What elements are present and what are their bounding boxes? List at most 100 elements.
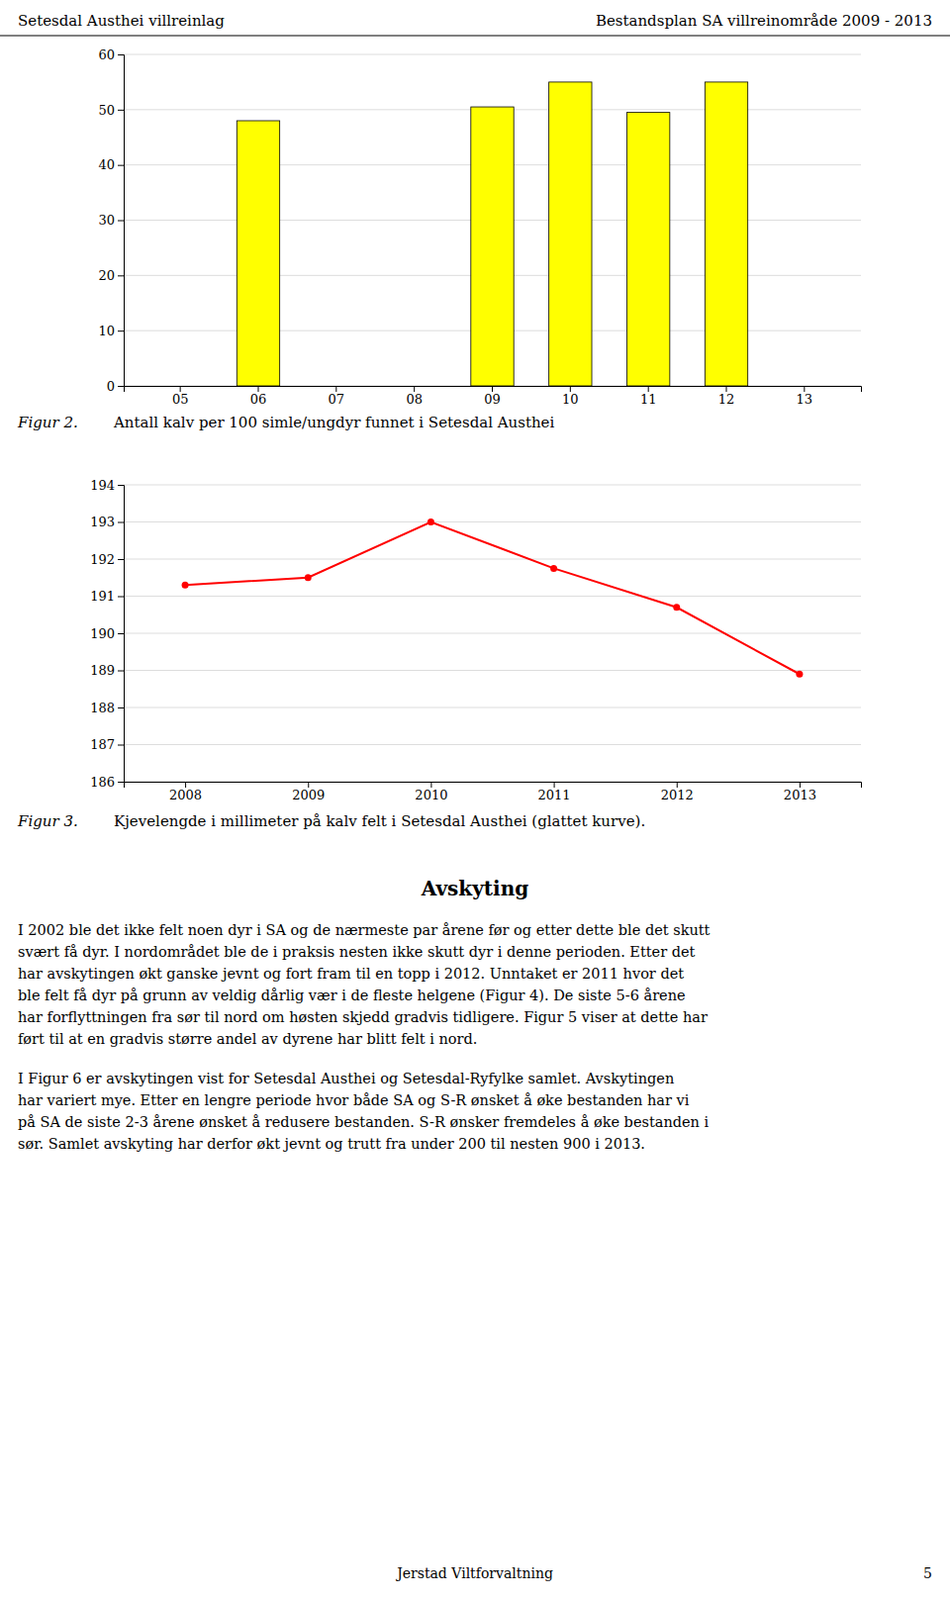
bars (236, 82, 748, 386)
y-tick-mark (117, 633, 124, 635)
grid-line (123, 54, 861, 56)
y-tick-label: 188 (90, 700, 115, 716)
y-tick: 192 (90, 552, 124, 568)
y-tick-label: 60 (97, 47, 115, 63)
figure-caption: Kjevelengde i millimeter på kalv felt i … (113, 812, 646, 831)
grid-line (123, 595, 861, 597)
x-tick: 13 (796, 385, 814, 407)
y-tick-label: 186 (90, 774, 115, 790)
point (427, 518, 435, 526)
x-axis: 2008 2009 2010 2011 2012 2013 (124, 781, 862, 803)
axis-line (124, 386, 862, 393)
x-tick-mark (803, 385, 805, 392)
x-tick: 09 (483, 385, 501, 407)
y-tick-label: 194 (90, 477, 115, 493)
y-tick-mark (117, 781, 124, 783)
x-tick-label: 2008 (169, 787, 202, 803)
x-tick-mark (799, 781, 801, 788)
x-tick-mark (335, 385, 337, 392)
x-tick-mark (430, 781, 432, 788)
y-tick: 193 (90, 514, 124, 530)
header-rule (0, 35, 950, 37)
x-tick-mark (648, 385, 650, 392)
y-tick-mark (117, 109, 124, 111)
x-tick: 07 (328, 385, 346, 407)
x-tick-mark (491, 385, 493, 392)
x-tick-mark (554, 781, 556, 788)
y-tick: 194 (90, 477, 124, 493)
x-tick: 10 (562, 385, 579, 407)
grid-line (123, 559, 861, 561)
y-axis: 186 187 188 189 190 191 192 193 194 (90, 477, 124, 790)
x-tick: 08 (405, 385, 423, 407)
y-tick-label: 0 (106, 379, 115, 394)
y-tick-mark (117, 220, 124, 222)
figure-caption: Antall kalv per 100 simle/ungdyr funnet … (112, 413, 555, 432)
y-axis: 0102030405060 (97, 47, 124, 394)
paragraph-line: svært få dyr. I nordområdet ble de i pra… (17, 944, 696, 960)
bar (471, 106, 514, 386)
y-tick: 30 (97, 212, 124, 228)
point (304, 573, 312, 581)
axis-line (117, 55, 125, 387)
x-tick-label: 2010 (414, 787, 448, 803)
x-tick-label: 12 (718, 391, 736, 407)
x-axis: 05 06 07 08 09 10 11 12 13 (124, 385, 862, 407)
line-chart: 1861871881891901911921931942008200920102… (90, 477, 861, 804)
y-tick-mark (117, 559, 124, 561)
point (795, 670, 803, 678)
y-tick: 191 (90, 588, 124, 604)
x-tick-mark (257, 385, 259, 392)
x-tick-label: 2011 (538, 787, 571, 803)
y-tick-label: 191 (90, 588, 115, 604)
x-tick-mark (676, 781, 678, 788)
y-tick-label: 190 (90, 626, 115, 642)
y-tick-mark (117, 707, 124, 709)
line (185, 522, 800, 675)
y-tick-label: 193 (90, 514, 115, 530)
bar (626, 112, 669, 386)
x-tick-label: 10 (562, 391, 579, 407)
paragraph-line: har variert mye. Etter en lengre periode… (17, 1092, 690, 1109)
x-tick: 2012 (661, 781, 694, 803)
y-tick-mark (117, 165, 124, 167)
x-tick: 2009 (291, 781, 325, 803)
x-tick: 11 (640, 385, 658, 407)
x-tick-label: 06 (250, 391, 268, 407)
section-title: Avskyting (420, 876, 529, 901)
y-tick-label: 20 (97, 268, 115, 284)
paragraph-line: I 2002 ble det ikke felt noen dyr i SA o… (17, 922, 711, 939)
paragraph-line: ført til at en gradvis større andel av d… (17, 1031, 477, 1047)
y-tick: 10 (97, 323, 124, 339)
x-tick-mark (726, 385, 728, 392)
x-tick: 2010 (414, 781, 448, 803)
x-tick-label: 05 (172, 391, 190, 407)
y-tick-label: 187 (90, 737, 115, 753)
y-tick-mark (117, 330, 124, 332)
y-tick-label: 10 (97, 323, 115, 339)
paragraph-line: ble felt få dyr på grunn av veldig dårli… (17, 987, 686, 1004)
bar (782, 385, 826, 387)
bar-chart: 0102030405060050607080910111213 (97, 47, 861, 408)
y-tick-label: 30 (97, 212, 115, 228)
y-tick: 20 (97, 268, 124, 284)
footer: Jerstad Viltforvaltning (394, 1565, 554, 1582)
x-tick-label: 2013 (783, 787, 817, 803)
grid (123, 484, 861, 782)
y-tick-label: 189 (90, 663, 115, 678)
x-tick-label: 07 (328, 391, 346, 407)
grid-line (123, 669, 861, 671)
paragraph-line: har avskytingen økt ganske jevnt og fort… (17, 965, 684, 982)
x-tick-label: 11 (640, 391, 658, 407)
y-tick-mark (117, 745, 124, 747)
point (672, 603, 680, 611)
x-tick-label: 08 (405, 391, 423, 407)
grid (123, 54, 861, 386)
paragraph-line: sør. Samlet avskyting har derfor økt jev… (17, 1136, 646, 1152)
y-tick-label: 40 (97, 157, 115, 173)
axis-line (117, 485, 125, 783)
y-tick: 186 (90, 774, 124, 790)
x-tick: 2011 (538, 781, 571, 803)
bar (236, 120, 280, 386)
x-tick: 05 (172, 385, 190, 407)
